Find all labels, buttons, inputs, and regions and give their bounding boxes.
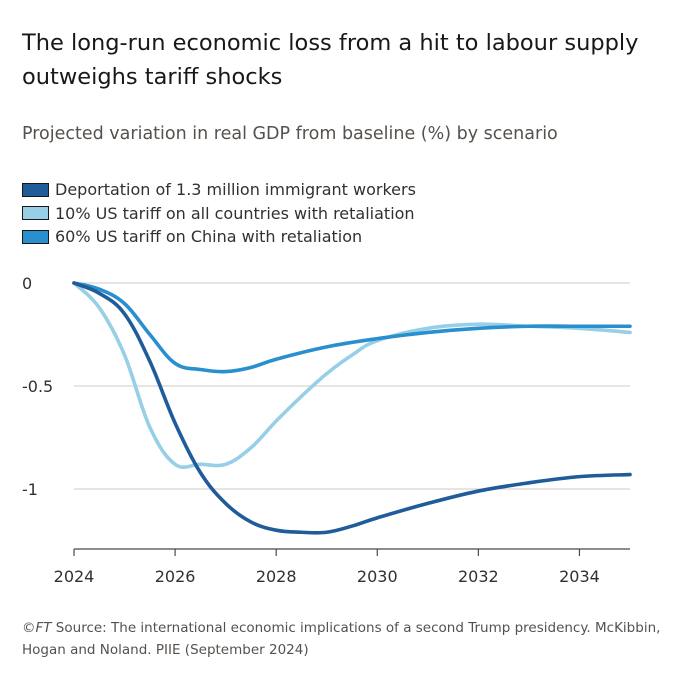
x-tick-label: 2030 (357, 567, 398, 586)
x-tick-label: 2026 (155, 567, 196, 586)
legend-item-deportation: Deportation of 1.3 million immigrant wor… (22, 178, 416, 202)
legend-item-tariff-all: 10% US tariff on all countries with reta… (22, 202, 416, 226)
legend-swatch-tariff-china (22, 229, 49, 244)
legend-swatch-deportation (22, 182, 49, 197)
chart-title: The long-run economic loss from a hit to… (22, 30, 639, 90)
legend-label-tariff-china: 60% US tariff on China with retaliation (55, 227, 363, 247)
legend: Deportation of 1.3 million immigrant wor… (22, 178, 416, 249)
legend-label-tariff-all: 10% US tariff on all countries with reta… (55, 203, 415, 223)
y-tick-label: -0.5 (22, 377, 53, 396)
legend-swatch-tariff-all (22, 206, 49, 221)
chart-subtitle: Projected variation in real GDP from bas… (22, 124, 558, 144)
grid-layer (74, 282, 630, 490)
axis-layer: 0 -0.5 -1 2024 2026 2028 2030 2032 2034 (22, 274, 630, 586)
source-footer: ©FT Source: The international economic i… (22, 617, 672, 661)
y-tick-label: 0 (22, 274, 32, 293)
source-text: Source: The international economic impli… (22, 620, 661, 658)
x-tick-label: 2028 (256, 567, 297, 586)
x-tick-label: 2024 (54, 567, 95, 586)
legend-label-deportation: Deportation of 1.3 million immigrant wor… (55, 180, 416, 200)
series-line-tariff-china (72, 281, 632, 374)
legend-item-tariff-china: 60% US tariff on China with retaliation (22, 225, 416, 249)
series-line-tariff-all (72, 281, 632, 470)
series-line-deportation (72, 281, 632, 535)
line-chart: 0 -0.5 -1 2024 2026 2028 2030 2032 2034 (22, 274, 632, 586)
series-layer (72, 281, 632, 535)
x-tick-label: 2034 (559, 567, 600, 586)
x-tick-label: 2032 (458, 567, 499, 586)
y-tick-label: -1 (22, 480, 38, 499)
ft-copyright: ©FT (22, 620, 52, 636)
